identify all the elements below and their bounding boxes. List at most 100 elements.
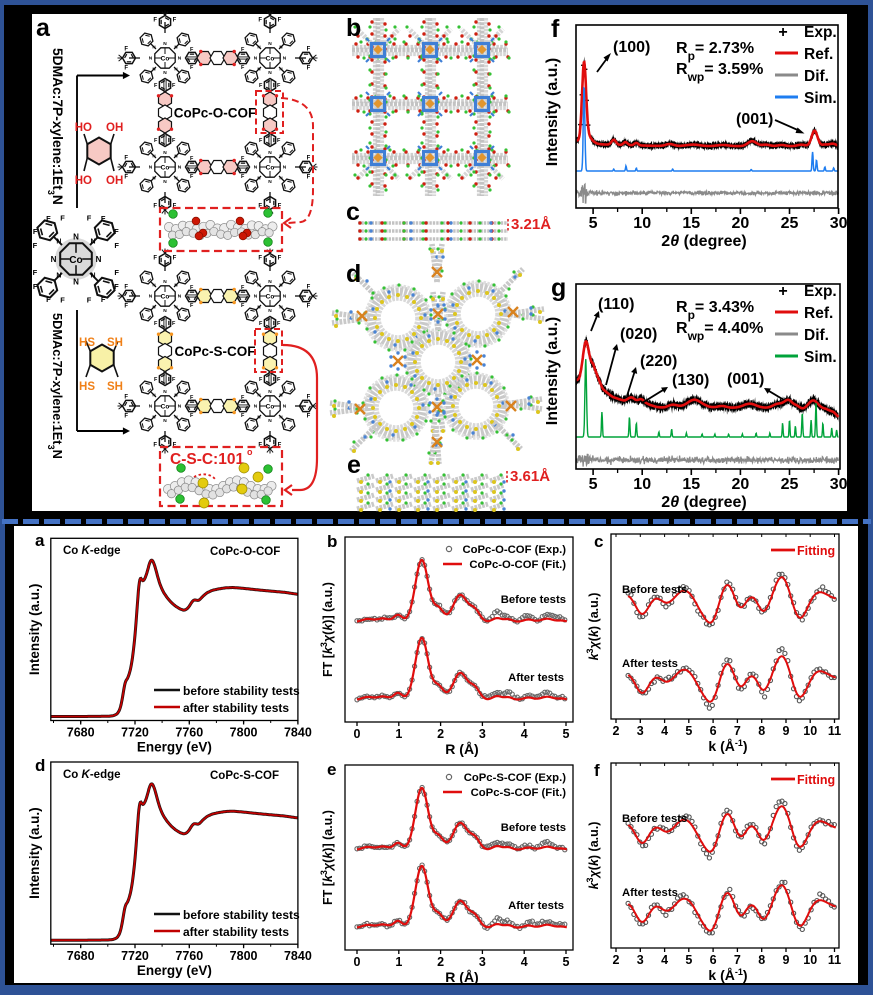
svg-text:7: 7 [734, 953, 741, 967]
svg-text:CoPc-O-COF (Exp.): CoPc-O-COF (Exp.) [462, 544, 566, 556]
svg-text:F: F [277, 321, 281, 327]
svg-text:N: N [279, 176, 282, 181]
svg-text:F: F [87, 295, 92, 304]
svg-text:N: N [91, 239, 96, 246]
svg-text:Co: Co [266, 294, 275, 301]
svg-text:F: F [124, 66, 128, 72]
svg-text:(020): (020) [620, 326, 657, 343]
svg-text:a: a [36, 14, 51, 42]
svg-text:N: N [257, 154, 260, 159]
svg-text:f: f [551, 15, 560, 43]
svg-text:F: F [87, 214, 92, 223]
svg-text:N: N [174, 67, 177, 72]
svg-text:F: F [153, 204, 157, 210]
svg-text:Before tests: Before tests [501, 822, 566, 834]
svg-text:F: F [259, 377, 263, 383]
svg-text:F: F [307, 394, 311, 400]
svg-text:30: 30 [830, 215, 848, 232]
svg-text:Ref.: Ref. [804, 46, 833, 63]
svg-text:N: N [279, 67, 282, 72]
svg-text:F: F [241, 65, 245, 71]
svg-text:After tests: After tests [508, 672, 564, 684]
svg-text:F: F [60, 214, 65, 223]
svg-text:N: N [268, 308, 272, 314]
svg-text:F: F [190, 413, 194, 419]
svg-text:SH: SH [107, 337, 123, 349]
svg-text:N: N [73, 232, 79, 241]
svg-text:N: N [149, 404, 153, 410]
svg-text:2: 2 [613, 724, 620, 738]
svg-text:Intensity (a.u.): Intensity (a.u.) [27, 807, 42, 899]
svg-text:Dif.: Dif. [804, 327, 829, 344]
svg-text:0: 0 [354, 955, 361, 969]
svg-text:CoPc-O-COF: CoPc-O-COF [174, 106, 257, 121]
svg-text:Energy (eV): Energy (eV) [137, 963, 212, 978]
svg-text:2θ (degree): 2θ (degree) [661, 233, 746, 250]
svg-text:N: N [174, 305, 177, 310]
svg-text:Co: Co [266, 165, 275, 172]
svg-text:N: N [283, 294, 287, 300]
svg-text:c: c [346, 198, 360, 226]
svg-text:(130): (130) [672, 372, 709, 389]
svg-text:F: F [173, 255, 177, 261]
svg-text:OH: OH [106, 122, 123, 134]
svg-text:Exp.: Exp. [804, 283, 837, 300]
svg-text:11: 11 [828, 724, 841, 738]
svg-text:N: N [257, 393, 260, 398]
svg-text:20: 20 [732, 476, 750, 493]
svg-text:N: N [174, 415, 177, 420]
svg-text:F: F [258, 443, 262, 449]
svg-text:F: F [114, 227, 119, 236]
svg-text:N: N [279, 305, 282, 310]
svg-text:N: N [279, 45, 282, 50]
svg-text:F: F [278, 255, 282, 261]
svg-text:F: F [258, 255, 262, 261]
svg-text:F: F [307, 414, 311, 420]
svg-text:N: N [152, 283, 155, 288]
svg-text:N: N [51, 255, 57, 264]
svg-text:N: N [56, 273, 61, 280]
svg-text:0: 0 [354, 727, 361, 741]
svg-text:N: N [163, 279, 167, 285]
svg-text:R (Å): R (Å) [445, 741, 478, 757]
svg-text:8: 8 [758, 953, 765, 967]
svg-text:N: N [257, 67, 260, 72]
svg-text:5: 5 [589, 215, 598, 232]
svg-text:N: N [283, 56, 287, 62]
svg-text:Before tests: Before tests [622, 584, 687, 596]
svg-text:HS: HS [79, 381, 95, 393]
svg-text:before stability tests: before stability tests [183, 908, 300, 922]
svg-text:N: N [152, 45, 155, 50]
svg-text:N: N [257, 415, 260, 420]
svg-text:F: F [307, 284, 311, 290]
svg-text:3: 3 [479, 727, 486, 741]
svg-text:f: f [594, 761, 600, 780]
svg-text:F: F [190, 174, 194, 180]
svg-text:e: e [327, 760, 336, 779]
svg-text:o: o [247, 447, 253, 457]
svg-text:F: F [124, 414, 128, 420]
svg-text:F: F [190, 47, 194, 53]
svg-text:Co: Co [161, 56, 170, 63]
svg-text:N: N [174, 393, 177, 398]
svg-text:Sim.: Sim. [804, 349, 837, 366]
svg-text:N: N [174, 45, 177, 50]
svg-text:25: 25 [781, 476, 799, 493]
svg-text:F: F [154, 377, 158, 383]
svg-text:F: F [277, 138, 281, 144]
svg-text:F: F [190, 303, 194, 309]
svg-text:F: F [241, 47, 245, 53]
svg-text:10: 10 [803, 724, 817, 738]
svg-text:N: N [268, 418, 272, 424]
svg-text:d: d [35, 756, 45, 775]
svg-text:F: F [33, 241, 38, 250]
svg-text:F: F [241, 156, 245, 162]
svg-text:4: 4 [661, 953, 668, 967]
svg-text:F: F [124, 155, 128, 161]
svg-text:7800: 7800 [230, 949, 258, 963]
svg-text:N: N [254, 165, 258, 171]
svg-text:FT [k3χ(k)] (a.u.): FT [k3χ(k)] (a.u.) [319, 810, 335, 905]
svg-text:Fitting: Fitting [797, 544, 835, 558]
svg-text:10: 10 [803, 953, 817, 967]
svg-text:7680: 7680 [67, 726, 95, 740]
